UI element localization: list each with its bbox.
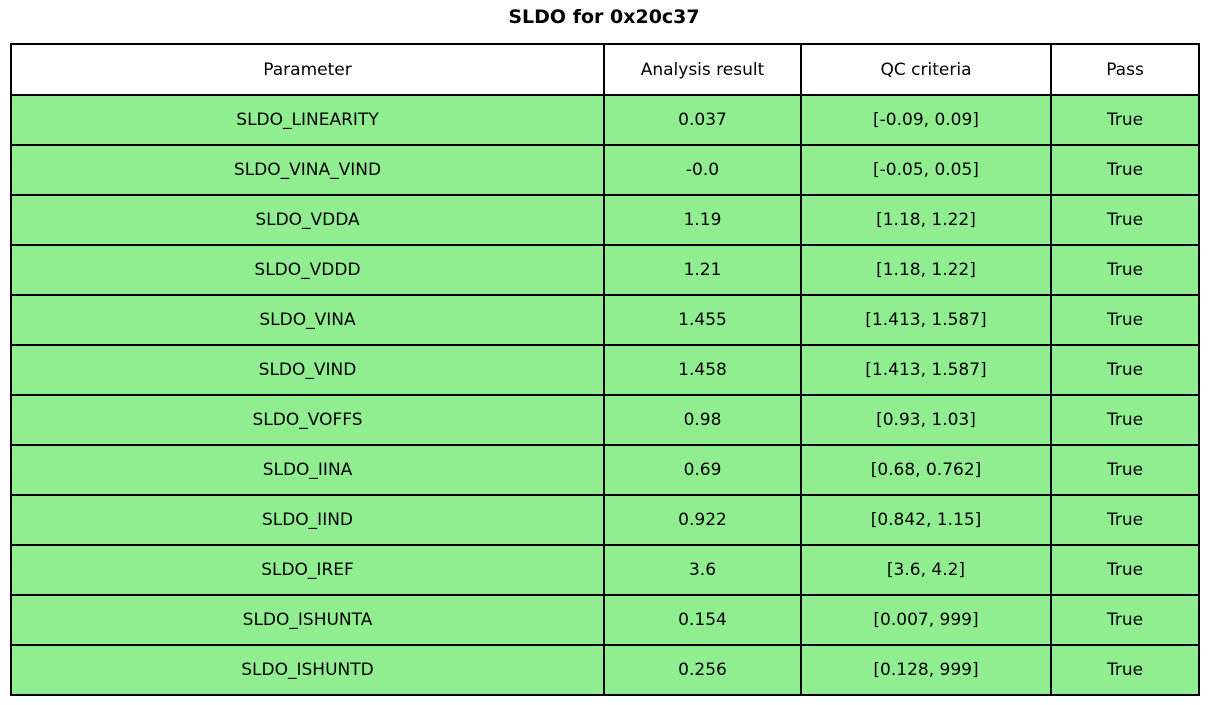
analysis-result-cell: 1.19 [603, 194, 802, 246]
column-header-parameter: Parameter [10, 43, 605, 96]
analysis-result-cell: -0.0 [603, 144, 802, 196]
table-row: SLDO_IIND 0.922 [0.842, 1.15] True [10, 494, 1200, 546]
table-row: SLDO_VINA_VIND -0.0 [-0.05, 0.05] True [10, 144, 1200, 196]
table-row: SLDO_ISHUNTD 0.256 [0.128, 999] True [10, 644, 1200, 696]
parameter-cell: SLDO_VINA_VIND [10, 144, 605, 196]
pass-cell: True [1050, 544, 1200, 596]
table-body: SLDO_LINEARITY 0.037 [-0.09, 0.09] True SLDO… [10, 94, 1200, 696]
parameter-cell: SLDO_LINEARITY [10, 94, 605, 146]
table-row: SLDO_VINA 1.455 [1.413, 1.587] True [10, 294, 1200, 346]
parameter-cell: SLDO_VINA [10, 294, 605, 346]
analysis-result-cell: 1.21 [603, 244, 802, 296]
parameter-cell: SLDO_VDDD [10, 244, 605, 296]
analysis-result-cell: 0.922 [603, 494, 802, 546]
qc-criteria-cell: [0.128, 999] [800, 644, 1052, 696]
analysis-result-cell: 0.037 [603, 94, 802, 146]
pass-cell: True [1050, 144, 1200, 196]
table-row: SLDO_VDDD 1.21 [1.18, 1.22] True [10, 244, 1200, 296]
qc-criteria-cell: [0.007, 999] [800, 594, 1052, 646]
column-header-analysis-result: Analysis result [603, 43, 802, 96]
pass-cell: True [1050, 594, 1200, 646]
table-row: SLDO_VDDA 1.19 [1.18, 1.22] True [10, 194, 1200, 246]
qc-criteria-cell: [1.18, 1.22] [800, 244, 1052, 296]
analysis-result-cell: 0.98 [603, 394, 802, 446]
pass-cell: True [1050, 494, 1200, 546]
qc-criteria-cell: [1.18, 1.22] [800, 194, 1052, 246]
parameter-cell: SLDO_ISHUNTA [10, 594, 605, 646]
qc-criteria-cell: [0.842, 1.15] [800, 494, 1052, 546]
table-row: SLDO_IREF 3.6 [3.6, 4.2] True [10, 544, 1200, 596]
table-header: Parameter Analysis result QC criteria Pa… [10, 43, 1200, 96]
table-row: SLDO_VIND 1.458 [1.413, 1.587] True [10, 344, 1200, 396]
analysis-result-cell: 0.154 [603, 594, 802, 646]
analysis-result-cell: 1.458 [603, 344, 802, 396]
parameter-cell: SLDO_IREF [10, 544, 605, 596]
pass-cell: True [1050, 194, 1200, 246]
parameter-cell: SLDO_ISHUNTD [10, 644, 605, 696]
analysis-result-cell: 0.69 [603, 444, 802, 496]
qc-criteria-cell: [0.93, 1.03] [800, 394, 1052, 446]
qc-criteria-cell: [1.413, 1.587] [800, 294, 1052, 346]
pass-cell: True [1050, 244, 1200, 296]
qc-criteria-cell: [0.68, 0.762] [800, 444, 1052, 496]
parameter-cell: SLDO_VOFFS [10, 394, 605, 446]
parameter-cell: SLDO_VIND [10, 344, 605, 396]
parameter-cell: SLDO_VDDA [10, 194, 605, 246]
pass-cell: True [1050, 644, 1200, 696]
table-row: SLDO_VOFFS 0.98 [0.93, 1.03] True [10, 394, 1200, 446]
pass-cell: True [1050, 444, 1200, 496]
header-row: Parameter Analysis result QC criteria Pa… [10, 43, 1200, 96]
qc-criteria-cell: [1.413, 1.587] [800, 344, 1052, 396]
page-title: SLDO for 0x20c37 [508, 6, 700, 28]
pass-cell: True [1050, 94, 1200, 146]
pass-cell: True [1050, 294, 1200, 346]
table-row: SLDO_ISHUNTA 0.154 [0.007, 999] True [10, 594, 1200, 646]
analysis-result-cell: 3.6 [603, 544, 802, 596]
qc-criteria-cell: [-0.05, 0.05] [800, 144, 1052, 196]
qc-results-table: Parameter Analysis result QC criteria Pa… [10, 43, 1200, 696]
parameter-cell: SLDO_IINA [10, 444, 605, 496]
parameter-cell: SLDO_IIND [10, 494, 605, 546]
pass-cell: True [1050, 394, 1200, 446]
column-header-qc-criteria: QC criteria [800, 43, 1052, 96]
analysis-result-cell: 1.455 [603, 294, 802, 346]
table-row: SLDO_IINA 0.69 [0.68, 0.762] True [10, 444, 1200, 496]
pass-cell: True [1050, 344, 1200, 396]
table-row: SLDO_LINEARITY 0.037 [-0.09, 0.09] True [10, 94, 1200, 146]
analysis-result-cell: 0.256 [603, 644, 802, 696]
qc-criteria-cell: [-0.09, 0.09] [800, 94, 1052, 146]
qc-criteria-cell: [3.6, 4.2] [800, 544, 1052, 596]
column-header-pass: Pass [1050, 43, 1200, 96]
